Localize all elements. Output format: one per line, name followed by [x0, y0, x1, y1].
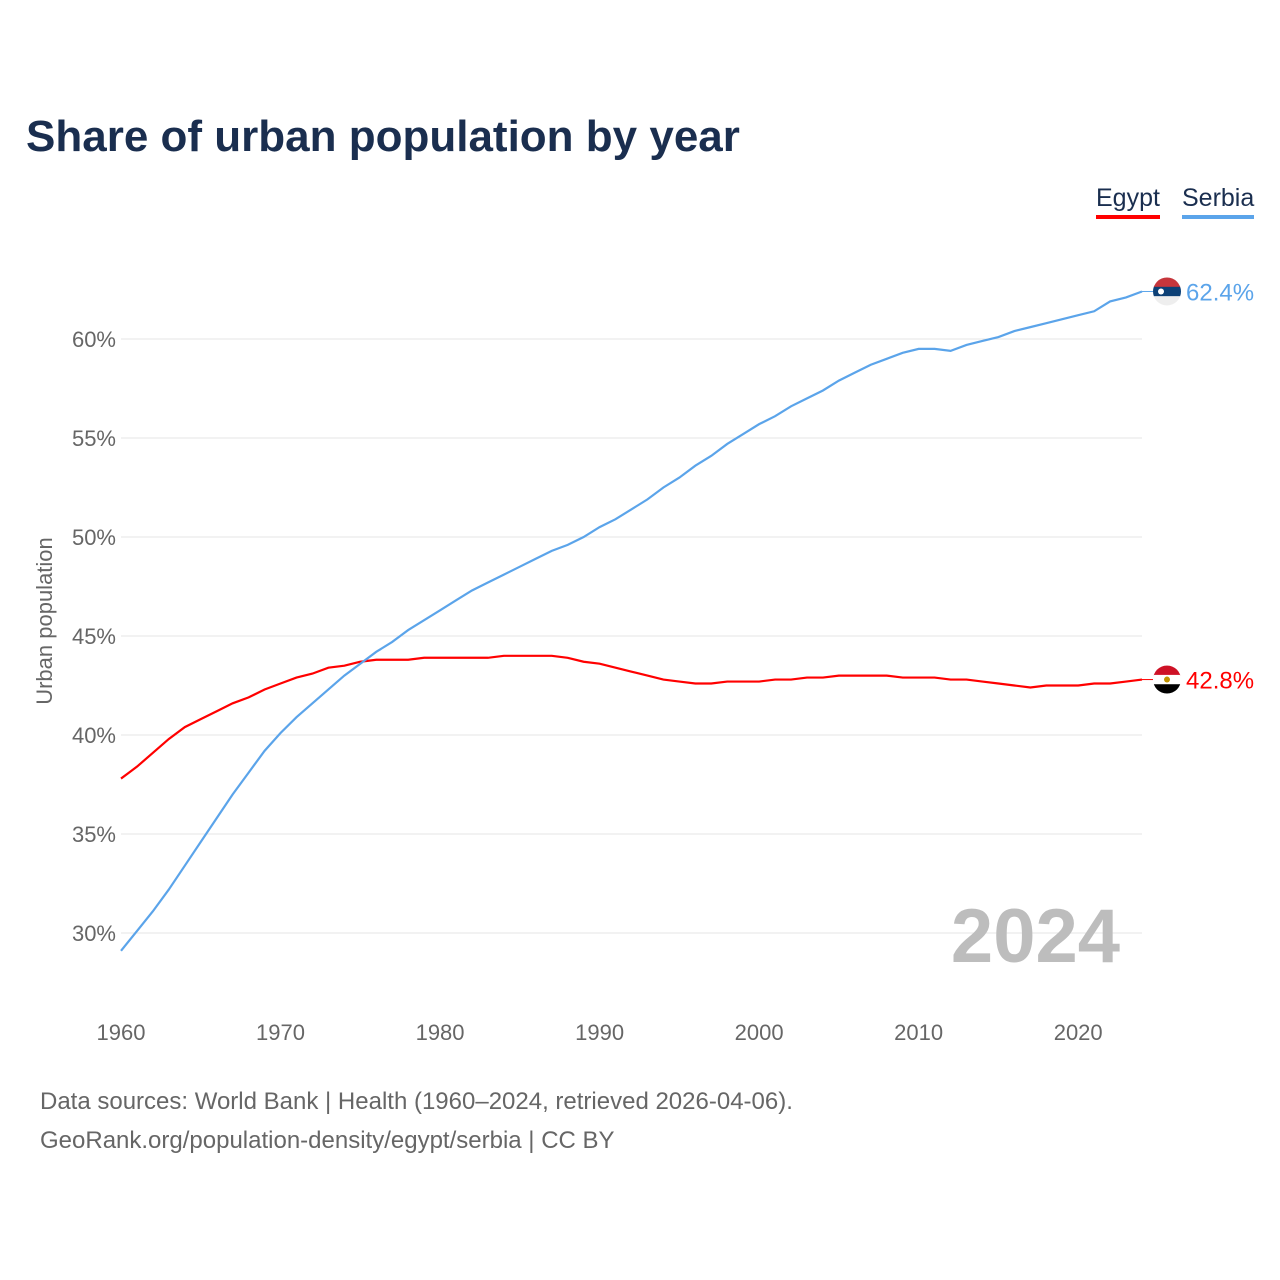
- y-tick-label: 60%: [72, 327, 116, 352]
- y-tick-label: 35%: [72, 822, 116, 847]
- end-label-egypt: 42.8%: [1186, 668, 1254, 695]
- y-tick-label: 40%: [72, 723, 116, 748]
- series-line-serbia: [120, 290, 1143, 952]
- y-tick-label: 55%: [72, 426, 116, 451]
- footer-link[interactable]: GeoRank.org/population-density/egypt/ser…: [40, 1127, 615, 1154]
- legend-serbia[interactable]: Serbia: [1182, 184, 1255, 219]
- chart-title: Share of urban population by year: [26, 112, 740, 161]
- end-label-serbia: 62.4%: [1186, 279, 1254, 306]
- egypt-flag-icon: [1153, 665, 1181, 694]
- y-tick-label: 30%: [72, 921, 116, 946]
- footer-sources: Data sources: World Bank | Health (1960–…: [40, 1088, 793, 1115]
- y-tick-label: 45%: [72, 624, 116, 649]
- x-tick-label: 1970: [256, 1020, 305, 1045]
- series-line-egypt: [120, 654, 1143, 780]
- y-tick-label: 50%: [72, 525, 116, 550]
- x-tick-label: 1960: [97, 1020, 146, 1045]
- legend-egypt[interactable]: Egypt: [1096, 184, 1160, 219]
- serbia-flag-icon: [1153, 277, 1181, 306]
- x-tick-label: 2010: [894, 1020, 943, 1045]
- x-tick-label: 2020: [1054, 1020, 1103, 1045]
- year-watermark: 2024: [951, 894, 1120, 979]
- x-tick-label: 1990: [575, 1020, 624, 1045]
- x-tick-label: 2000: [735, 1020, 784, 1045]
- x-tick-label: 1980: [416, 1020, 465, 1045]
